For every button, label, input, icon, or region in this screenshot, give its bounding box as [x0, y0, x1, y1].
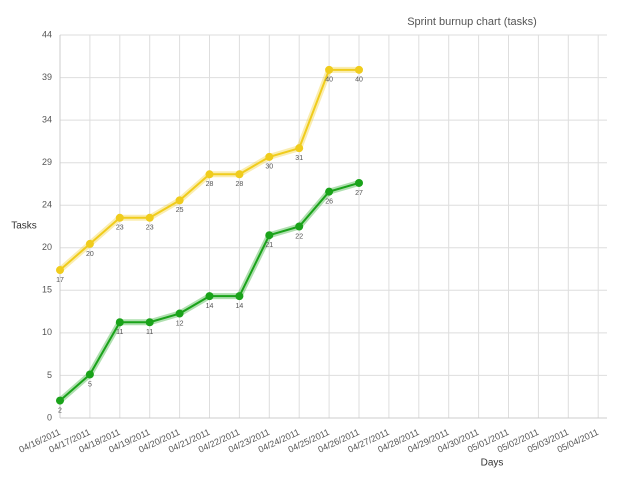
data-label: 2: [58, 407, 62, 414]
y-axis-label: Tasks: [11, 221, 37, 232]
point: [295, 144, 304, 153]
data-label: 23: [146, 225, 154, 232]
chart-title: Sprint burnup chart (tasks): [407, 16, 537, 28]
point: [205, 292, 214, 301]
point: [205, 170, 214, 179]
point: [56, 396, 64, 405]
point: [325, 65, 334, 74]
data-label: 28: [236, 181, 244, 188]
y-tick-label: 15: [42, 285, 52, 295]
data-label: 20: [86, 251, 94, 258]
data-label: 12: [176, 320, 184, 327]
y-tick-label: 34: [42, 115, 52, 125]
point: [235, 292, 244, 301]
data-label: 11: [146, 329, 153, 336]
data-label: 5: [88, 381, 92, 388]
y-tick-label: 10: [42, 327, 52, 337]
point: [56, 266, 64, 275]
y-tick-label: 5: [47, 370, 52, 380]
point: [115, 213, 124, 222]
point: [265, 152, 274, 161]
y-tick-label: 29: [42, 157, 52, 167]
point: [115, 318, 124, 327]
y-tick-label: 20: [42, 242, 52, 252]
point: [325, 187, 334, 196]
point: [175, 196, 184, 205]
data-label: 40: [325, 77, 333, 84]
point: [145, 213, 154, 222]
data-label: 14: [236, 303, 244, 310]
y-tick-label: 44: [42, 29, 52, 39]
data-label: 25: [176, 207, 184, 214]
data-label: 23: [116, 225, 124, 232]
data-label: 28: [206, 181, 214, 188]
data-label: 30: [265, 164, 273, 171]
point: [355, 65, 363, 74]
y-tick-label: 24: [42, 200, 52, 210]
data-label: 27: [355, 190, 363, 197]
data-label: 31: [295, 155, 303, 162]
x-axis-label: Days: [481, 458, 504, 469]
y-tick-label: 0: [47, 412, 52, 422]
point: [175, 309, 184, 318]
point: [235, 170, 244, 179]
data-label: 22: [295, 233, 303, 240]
y-tick-label: 39: [42, 72, 52, 82]
point: [355, 178, 363, 187]
point: [85, 370, 94, 379]
point: [265, 231, 274, 240]
point: [295, 222, 304, 231]
data-label: 14: [206, 303, 214, 310]
data-label: 17: [56, 277, 64, 284]
data-label: 40: [355, 77, 363, 84]
point: [85, 239, 94, 248]
point: [145, 318, 154, 327]
data-label: 11: [116, 329, 123, 336]
data-label: 26: [325, 199, 333, 206]
data-label: 21: [265, 242, 273, 249]
